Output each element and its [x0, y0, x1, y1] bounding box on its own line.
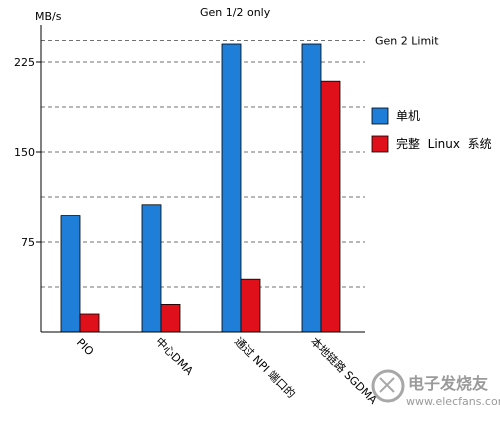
- watermark-url: www.elecfans.com: [406, 395, 500, 408]
- y-tick-labels: 75 150 225: [14, 56, 41, 249]
- y-tick-label: 150: [14, 146, 35, 159]
- legend: 单机 完整 Linux 系统: [371, 107, 492, 153]
- watermark-logo-icon: [371, 369, 405, 403]
- legend-label-series-2: 完整 Linux 系统: [396, 136, 492, 151]
- bar-series-1: [301, 43, 322, 333]
- category-label: 中心DMA: [153, 335, 196, 378]
- legend-swatch-series-2: [371, 135, 389, 153]
- legend-swatch-series-1: [371, 107, 389, 125]
- y-tick-label: 75: [21, 236, 35, 249]
- bar-series-2: [240, 278, 261, 333]
- bar-series-1: [141, 204, 162, 333]
- reference-line-label: Gen 2 Limit: [375, 34, 439, 47]
- y-tick-label: 225: [14, 56, 35, 69]
- category-label: PIO: [74, 336, 97, 359]
- bar-series-1: [60, 215, 81, 333]
- watermark-text: 电子发烧友: [408, 374, 489, 393]
- category-label: 通过 NPI 端口的: [232, 334, 299, 401]
- watermark-logo-mark-icon: [379, 377, 395, 393]
- category-labels: PIO 中心DMA 通过 NPI 端口的 本地链路 SGDMA: [74, 334, 381, 407]
- bar-series-1: [221, 43, 242, 333]
- bar-series-2: [320, 80, 341, 333]
- bar-series-2: [160, 303, 181, 333]
- watermark: 电子发烧友 www.elecfans.com: [371, 369, 500, 408]
- category-label: 本地链路 SGDMA: [308, 334, 381, 407]
- chart-title: Gen 1/2 only: [200, 6, 271, 19]
- reference-line-group: Gen 2 Limit: [41, 34, 439, 47]
- legend-label-series-1: 单机: [396, 109, 420, 123]
- y-axis-label: MB/s: [35, 10, 62, 23]
- bar-series-2: [79, 313, 100, 333]
- bars: [60, 43, 341, 333]
